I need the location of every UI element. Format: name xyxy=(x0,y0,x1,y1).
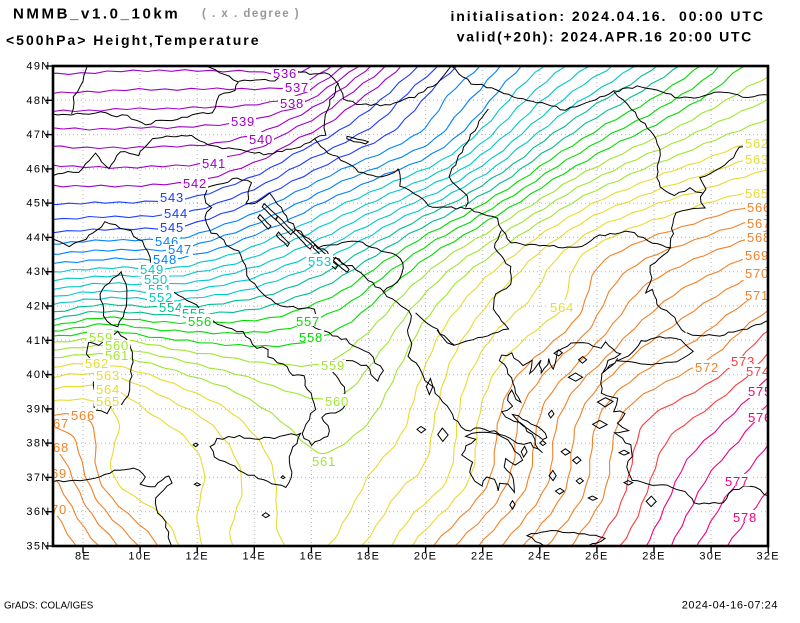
svg-text:38N: 38N xyxy=(26,438,50,450)
svg-text:541: 541 xyxy=(202,156,226,171)
svg-text:565: 565 xyxy=(96,394,120,409)
svg-text:561: 561 xyxy=(312,454,336,469)
svg-text:48N: 48N xyxy=(26,95,50,107)
svg-text:30E: 30E xyxy=(699,551,722,563)
svg-text:553: 553 xyxy=(308,254,332,269)
svg-text:578: 578 xyxy=(733,510,757,525)
svg-text:544: 544 xyxy=(164,206,188,221)
svg-text:547: 547 xyxy=(168,242,192,257)
svg-text:558: 558 xyxy=(299,330,323,345)
svg-text:26E: 26E xyxy=(585,551,608,563)
svg-text:valid(+20h): 2024.APR.16 20:00: valid(+20h): 2024.APR.16 20:00 UTC xyxy=(457,29,753,45)
svg-text:576: 576 xyxy=(748,410,772,425)
svg-text:569: 569 xyxy=(745,248,769,263)
svg-text:548: 548 xyxy=(153,252,177,267)
svg-text:563: 563 xyxy=(96,368,120,383)
svg-text:16E: 16E xyxy=(300,551,323,563)
svg-text:39N: 39N xyxy=(26,403,50,415)
svg-text:20E: 20E xyxy=(414,551,437,563)
svg-text:46N: 46N xyxy=(26,163,50,175)
svg-text:571: 571 xyxy=(745,288,769,303)
svg-text:564: 564 xyxy=(96,382,120,397)
svg-text:570: 570 xyxy=(745,266,769,281)
svg-text:562: 562 xyxy=(85,356,109,371)
svg-text:542: 542 xyxy=(183,176,207,191)
svg-text:537: 537 xyxy=(285,80,309,95)
svg-text:<500hPa> Height,Temperature: <500hPa> Height,Temperature xyxy=(6,32,260,48)
svg-text:536: 536 xyxy=(273,66,297,81)
svg-text:14E: 14E xyxy=(243,551,266,563)
svg-text:28E: 28E xyxy=(642,551,665,563)
svg-text:24E: 24E xyxy=(528,551,551,563)
svg-text:40N: 40N xyxy=(26,369,50,381)
svg-text:47N: 47N xyxy=(26,129,50,141)
svg-text:44N: 44N xyxy=(26,232,50,244)
svg-text:10E: 10E xyxy=(128,551,151,563)
svg-text:538: 538 xyxy=(280,96,304,111)
svg-text:566: 566 xyxy=(71,408,95,423)
svg-text:18E: 18E xyxy=(357,551,380,563)
svg-text:36N: 36N xyxy=(26,506,50,518)
svg-text:32E: 32E xyxy=(756,551,779,563)
svg-text:575: 575 xyxy=(748,384,772,399)
svg-text:initialisation: 2024.04.16. 0: initialisation: 2024.04.16. 00:00 UTC xyxy=(450,8,765,24)
svg-text:552: 552 xyxy=(149,290,173,305)
svg-text:43N: 43N xyxy=(26,266,50,278)
svg-text:2024-04-16-07:24: 2024-04-16-07:24 xyxy=(682,600,778,612)
svg-text:556: 556 xyxy=(188,314,212,329)
svg-text:560: 560 xyxy=(325,394,349,409)
svg-text:12E: 12E xyxy=(185,551,208,563)
svg-text:549: 549 xyxy=(140,262,164,277)
svg-text:( . x . degree ): ( . x . degree ) xyxy=(202,8,300,20)
svg-text:49N: 49N xyxy=(26,61,50,73)
svg-text:543: 543 xyxy=(160,190,184,205)
svg-text:572: 572 xyxy=(695,360,719,375)
svg-text:GrADS: COLA/IGES: GrADS: COLA/IGES xyxy=(4,601,94,612)
svg-text:539: 539 xyxy=(231,114,255,129)
svg-text:540: 540 xyxy=(249,132,273,147)
svg-text:560: 560 xyxy=(105,338,129,353)
svg-text:8E: 8E xyxy=(75,551,91,563)
svg-text:559: 559 xyxy=(321,358,345,373)
svg-text:577: 577 xyxy=(725,474,749,489)
svg-text:41N: 41N xyxy=(26,335,50,347)
svg-text:562: 562 xyxy=(745,136,769,151)
svg-text:567: 567 xyxy=(45,416,69,431)
svg-text:570: 570 xyxy=(43,502,67,517)
svg-text:568: 568 xyxy=(45,440,69,455)
svg-text:566: 566 xyxy=(747,200,771,215)
svg-text:550: 550 xyxy=(144,272,168,287)
svg-text:565: 565 xyxy=(745,186,769,201)
svg-text:567: 567 xyxy=(747,216,771,231)
svg-text:42N: 42N xyxy=(26,301,50,313)
svg-text:574: 574 xyxy=(746,364,770,379)
svg-text:561: 561 xyxy=(105,348,129,363)
svg-text:35N: 35N xyxy=(26,541,50,553)
svg-text:557: 557 xyxy=(296,314,320,329)
svg-text:563: 563 xyxy=(745,152,769,167)
svg-text:564: 564 xyxy=(550,300,574,315)
svg-text:545: 545 xyxy=(160,220,184,235)
svg-text:554: 554 xyxy=(159,300,183,315)
svg-text:NMMB_v1.0_10km: NMMB_v1.0_10km xyxy=(13,6,180,23)
svg-text:22E: 22E xyxy=(471,551,494,563)
svg-text:45N: 45N xyxy=(26,198,50,210)
svg-text:37N: 37N xyxy=(26,472,50,484)
svg-text:569: 569 xyxy=(43,466,67,481)
svg-text:568: 568 xyxy=(747,230,771,245)
